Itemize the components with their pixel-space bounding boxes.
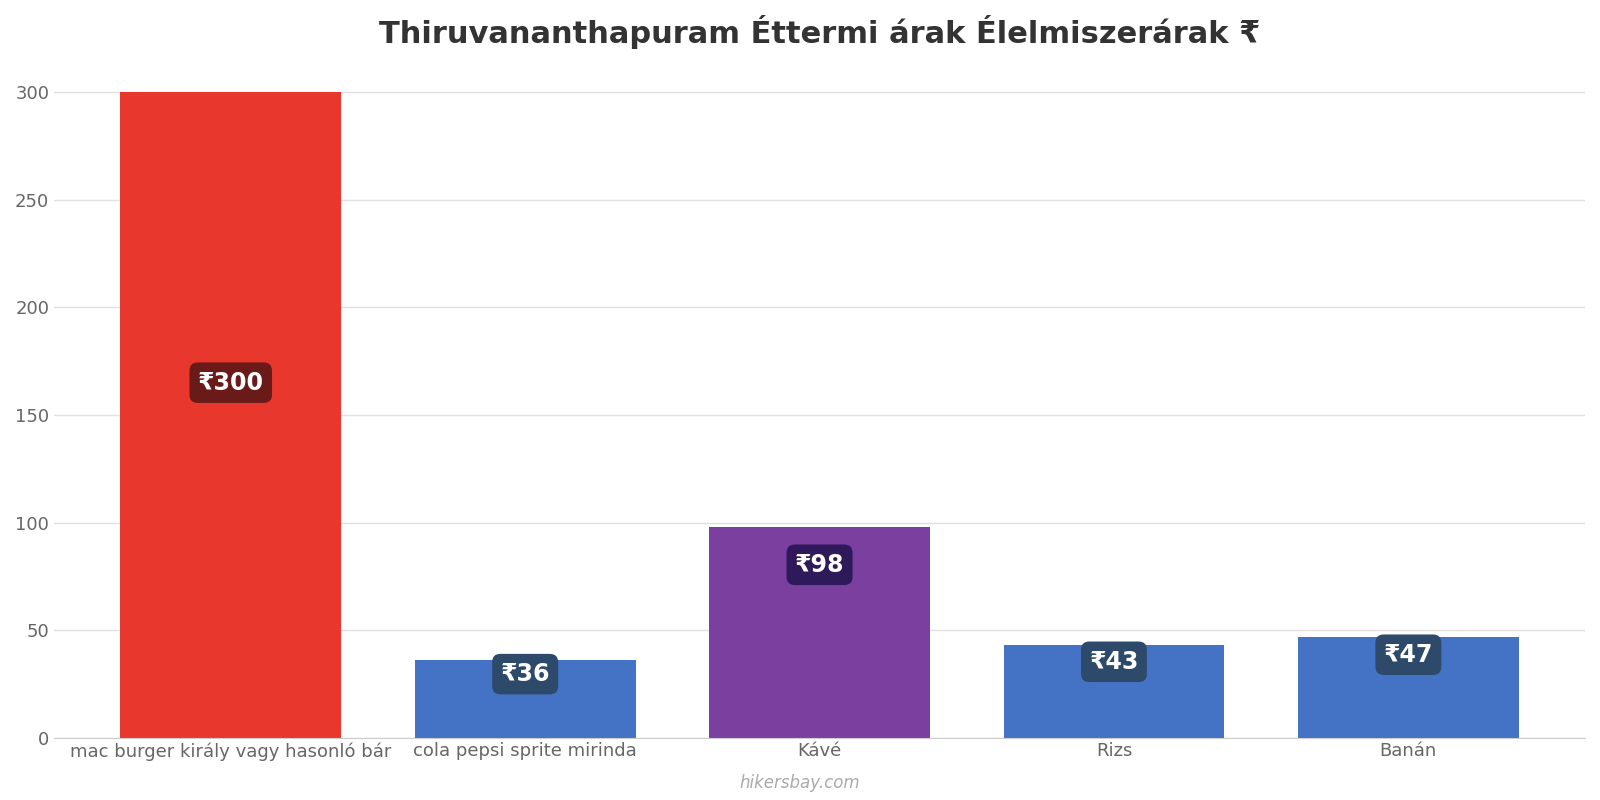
Bar xyxy=(414,660,635,738)
Title: Thiruvananthapuram Éttermi árak Élelmiszerárak ₹: Thiruvananthapuram Éttermi árak Élelmisz… xyxy=(379,15,1261,49)
Bar xyxy=(1003,645,1224,738)
Text: ₹47: ₹47 xyxy=(1384,642,1434,666)
Text: ₹43: ₹43 xyxy=(1090,650,1139,674)
Text: ₹36: ₹36 xyxy=(501,662,550,686)
Bar xyxy=(709,527,930,738)
Text: ₹300: ₹300 xyxy=(198,370,264,394)
Text: ₹98: ₹98 xyxy=(795,553,845,577)
Bar xyxy=(1298,637,1518,738)
Text: hikersbay.com: hikersbay.com xyxy=(739,774,861,792)
Bar xyxy=(120,92,341,738)
